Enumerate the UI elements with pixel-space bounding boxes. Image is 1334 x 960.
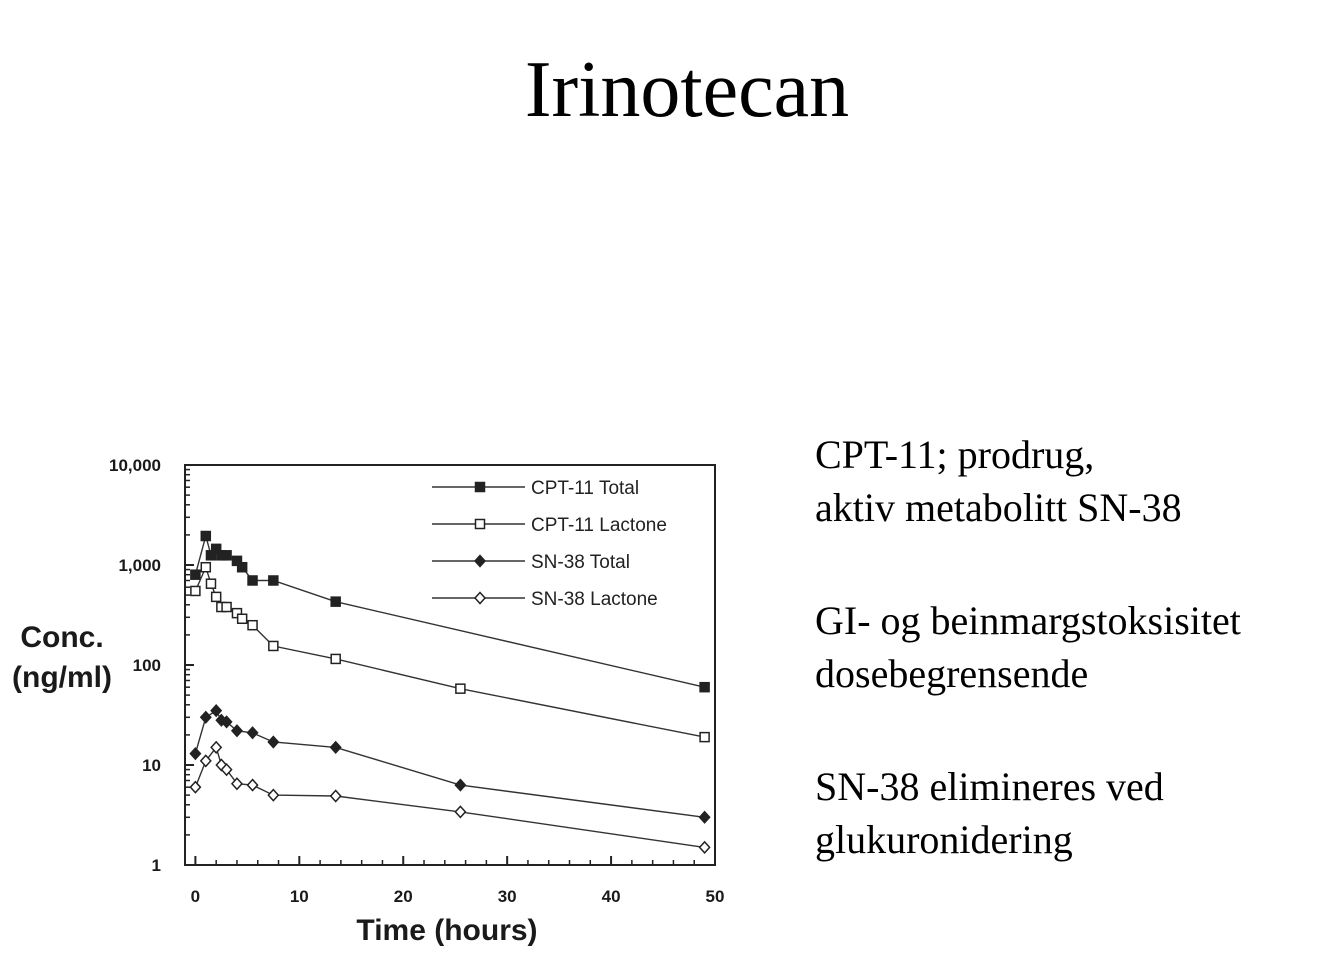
series-0 (190, 530, 710, 693)
data-point (210, 703, 223, 718)
data-point (267, 735, 280, 749)
data-point (220, 715, 233, 729)
legend-item: CPT-11 Lactone (432, 515, 667, 536)
legend-marker (473, 591, 487, 605)
y-tick-label: 10,000 (109, 456, 161, 475)
data-point (221, 601, 232, 613)
data-point (268, 575, 279, 586)
data-point (329, 740, 342, 755)
data-point (329, 789, 342, 803)
note-line: CPT-11; prodrug, (815, 432, 1095, 477)
note-block: SN-38 elimineres ved glukuronidering (815, 760, 1330, 866)
data-point (220, 762, 233, 777)
legend-item: CPT-11 Total (432, 478, 639, 499)
y-tick-label: 1,000 (118, 556, 161, 575)
data-point (699, 731, 710, 743)
x-tick-label: 50 (706, 887, 725, 906)
x-tick-label: 20 (394, 887, 413, 906)
data-point (246, 726, 259, 740)
data-point (698, 810, 711, 824)
legend-label: SN-38 Lactone (531, 589, 658, 610)
data-point (199, 754, 212, 768)
data-point (190, 569, 201, 580)
data-point (330, 653, 341, 665)
note-line: dosebegrensende (815, 651, 1089, 696)
data-point (454, 778, 467, 792)
data-point (210, 591, 222, 603)
note-line: SN-38 elimineres ved (815, 764, 1164, 809)
note-block: CPT-11; prodrug, aktiv metabolitt SN-38 (815, 428, 1330, 534)
axis-ticks: 1 10 100 1,000 10,000 0 10 20 30 40 50 (109, 456, 724, 906)
legend: CPT-11 Total CPT-11 Lactone SN-38 Total SN-… (432, 478, 667, 610)
data-point (200, 530, 212, 542)
data-point (455, 683, 466, 694)
series-3 (189, 740, 711, 855)
data-point (199, 710, 212, 724)
data-point (330, 596, 341, 607)
series-1 (190, 561, 710, 743)
legend-item: SN-38 Total (432, 552, 630, 573)
data-point (190, 585, 201, 597)
data-point (246, 778, 259, 792)
data-point (200, 561, 212, 573)
data-point (236, 561, 248, 573)
data-point (230, 724, 243, 738)
y-tick-label: 100 (133, 656, 161, 675)
data-point (205, 578, 217, 589)
y-tick-label: 1 (152, 856, 161, 875)
note-line: GI- og beinmargstoksisitet (815, 598, 1241, 643)
note-block: GI- og beinmargstoksisitet dosebegrensend… (815, 594, 1330, 700)
note-line: aktiv metabolitt SN-38 (815, 485, 1182, 530)
x-tick-label: 30 (498, 887, 517, 906)
series-2 (189, 703, 711, 824)
data-point (454, 805, 467, 819)
legend-marker (474, 481, 486, 493)
legend-marker (474, 518, 486, 530)
data-point (268, 640, 279, 652)
data-point (221, 550, 232, 561)
legend-marker (473, 554, 487, 568)
data-point (210, 740, 223, 755)
data-point (267, 788, 280, 802)
y-axis-label-line: Conc. (20, 621, 103, 654)
data-point (247, 619, 258, 631)
data-point (189, 746, 202, 761)
legend-label: CPT-11 Lactone (531, 515, 667, 536)
x-tick-label: 40 (602, 887, 621, 906)
data-point (247, 575, 258, 586)
y-tick-label: 10 (142, 756, 161, 775)
x-tick-label: 0 (191, 887, 200, 906)
y-axis-label: Conc. (ng/ml) (12, 621, 112, 694)
series-layer (189, 530, 711, 855)
data-point (698, 840, 711, 855)
note-line: glukuronidering (815, 817, 1073, 862)
series-line (194, 709, 705, 818)
data-point (236, 613, 248, 625)
legend-label: SN-38 Total (531, 552, 630, 573)
data-point (230, 777, 243, 791)
x-axis-label: Time (hours) (356, 914, 537, 947)
notes-panel: CPT-11; prodrug, aktiv metabolitt SN-38 GI… (815, 428, 1330, 926)
data-point (699, 681, 710, 693)
legend-label: CPT-11 Total (531, 478, 639, 499)
x-tick-label: 10 (290, 887, 309, 906)
legend-item: SN-38 Lactone (432, 589, 658, 610)
data-point (189, 780, 202, 794)
y-axis-label-line: (ng/ml) (12, 661, 112, 694)
pk-chart: Conc.(ng/ml) Time (hours) 1101001,00010,… (12, 456, 724, 947)
slide-title: Irinotecan (524, 46, 850, 134)
